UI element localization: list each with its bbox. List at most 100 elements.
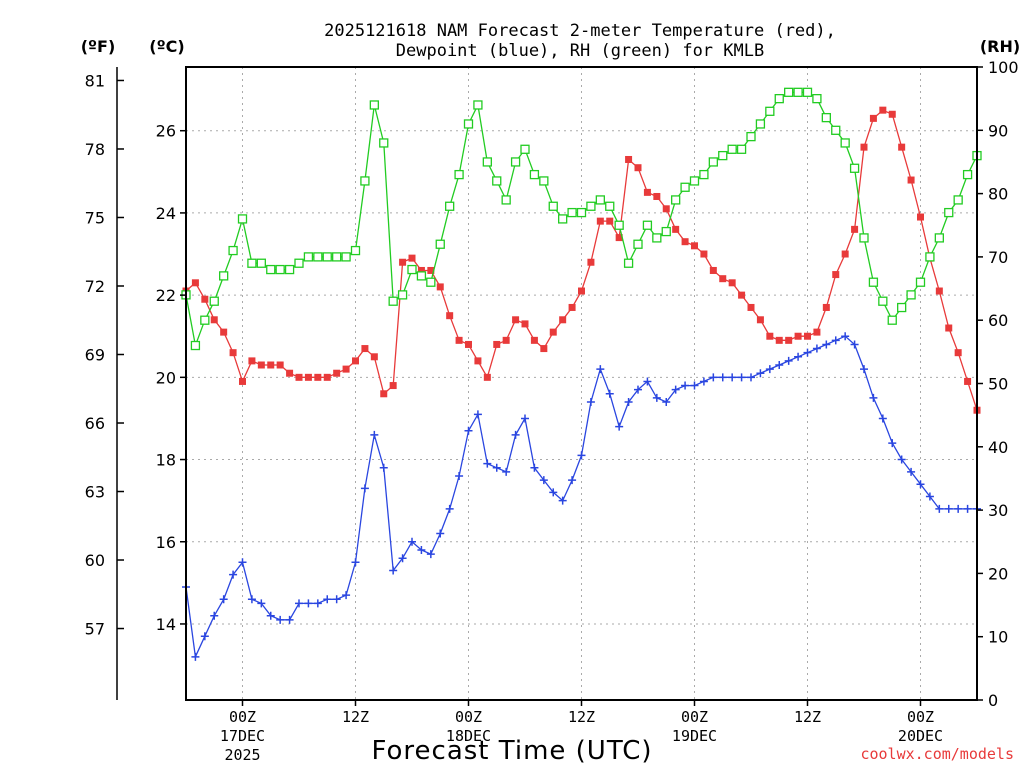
temperature-point xyxy=(201,295,209,303)
x-tick-year: 2025 xyxy=(224,746,260,764)
rh-point xyxy=(699,169,709,180)
rh-point xyxy=(463,119,474,129)
rh-tick-label: 90 xyxy=(988,121,1008,140)
temperature-point xyxy=(738,291,746,299)
temperature-point xyxy=(474,357,482,365)
temperature-point xyxy=(465,340,472,348)
temperature-point xyxy=(945,324,953,332)
dewpoint-point xyxy=(295,599,303,608)
temperature-point xyxy=(352,357,359,365)
celsius-unit-label: (ºC) xyxy=(149,37,184,56)
rh-point xyxy=(228,245,238,256)
rh-point xyxy=(539,176,549,186)
rh-point xyxy=(567,207,577,218)
dewpoint-point xyxy=(897,455,906,464)
dewpoint-point xyxy=(521,414,529,423)
x-axis-label: Forecast Time (UTC) xyxy=(371,736,652,766)
rh-point xyxy=(887,315,897,325)
x-tick-label: 00Z xyxy=(229,708,256,726)
temperature-point xyxy=(719,275,727,283)
temperature-point xyxy=(333,369,341,377)
dewpoint-point xyxy=(916,480,925,489)
rh-tick-label: 70 xyxy=(988,248,1008,267)
credit-text: coolwx.com/models xyxy=(860,745,1014,763)
rh-point xyxy=(755,119,766,129)
rh-point xyxy=(652,233,662,243)
dewpoint-point xyxy=(596,365,605,374)
temperature-point xyxy=(700,250,708,258)
celsius-tick-label: 26 xyxy=(156,122,176,141)
rh-point xyxy=(953,195,963,205)
celsius-tick-label: 22 xyxy=(156,286,176,305)
rh-point xyxy=(576,207,587,218)
fahrenheit-tick-label: 78 xyxy=(85,140,105,159)
celsius-tick-label: 16 xyxy=(156,533,176,552)
dewpoint-point xyxy=(568,476,577,485)
rh-point xyxy=(501,195,511,205)
dewpoint-point xyxy=(492,463,501,472)
dewpoint-point xyxy=(841,332,850,341)
dewpoint-point xyxy=(511,430,520,439)
x-tick-label: 12Z xyxy=(794,708,821,726)
dewpoint-point xyxy=(728,373,737,382)
dewpoint-point xyxy=(869,393,878,402)
temperature-point xyxy=(521,320,529,328)
rh-point xyxy=(520,144,530,154)
rh-point xyxy=(266,264,276,275)
fahrenheit-tick-label: 60 xyxy=(85,551,105,570)
temperature-point xyxy=(304,373,312,381)
temperature-point xyxy=(917,213,924,221)
dewpoint-point xyxy=(210,611,219,620)
dewpoint-point xyxy=(436,529,445,538)
rh-point xyxy=(275,264,285,275)
rh-point xyxy=(671,195,681,205)
rh-point xyxy=(765,106,775,116)
temperature-point xyxy=(502,336,510,344)
celsius-tick-label: 24 xyxy=(156,204,176,223)
dewpoint-point xyxy=(634,385,642,394)
temperature-point xyxy=(888,110,896,118)
dewpoint-point xyxy=(247,595,256,604)
rh-point xyxy=(200,315,210,325)
rh-point xyxy=(332,252,342,262)
rh-point xyxy=(510,157,521,167)
temperature-point xyxy=(964,377,972,385)
temperature-point xyxy=(530,336,538,344)
x-tick-date: 19DEC xyxy=(672,727,717,745)
dewpoint-point xyxy=(389,566,398,575)
dewpoint-point xyxy=(605,389,614,398)
rh-point xyxy=(623,258,634,268)
temperature-point xyxy=(841,250,849,258)
dewpoint-point xyxy=(718,373,727,382)
temperature-point xyxy=(775,336,783,344)
title-line-2: Dewpoint (blue), RH (green) for KMLB xyxy=(396,41,764,61)
dewpoint-point xyxy=(850,340,859,349)
dewpoint-point xyxy=(822,340,831,349)
rh-point xyxy=(727,144,737,154)
rh-point xyxy=(718,150,728,161)
temperature-point xyxy=(342,365,350,373)
dewpoint-point xyxy=(831,336,840,345)
dewpoint-point xyxy=(577,451,586,460)
rh-point xyxy=(190,340,201,351)
rh-point xyxy=(426,277,436,287)
temperature-point xyxy=(191,279,199,287)
rh-point xyxy=(284,264,295,275)
temperature-point xyxy=(832,271,840,279)
temperature-point xyxy=(568,303,576,311)
rh-point xyxy=(897,302,907,313)
temperature-point xyxy=(408,254,416,262)
rh-point xyxy=(322,252,332,262)
x-tick-label: 12Z xyxy=(568,708,595,726)
rh-tick-label: 30 xyxy=(988,501,1008,520)
dewpoint-point xyxy=(464,426,473,435)
temperature-point xyxy=(455,336,463,344)
dewpoint-point xyxy=(285,615,294,624)
rh-point xyxy=(680,182,690,192)
dewpoint-point xyxy=(426,550,435,559)
dewpoint-point xyxy=(690,381,699,390)
temperature-point xyxy=(436,283,444,291)
temperature-point xyxy=(380,390,388,398)
rh-point xyxy=(642,220,653,230)
x-tick-date: 17DEC xyxy=(220,727,265,745)
